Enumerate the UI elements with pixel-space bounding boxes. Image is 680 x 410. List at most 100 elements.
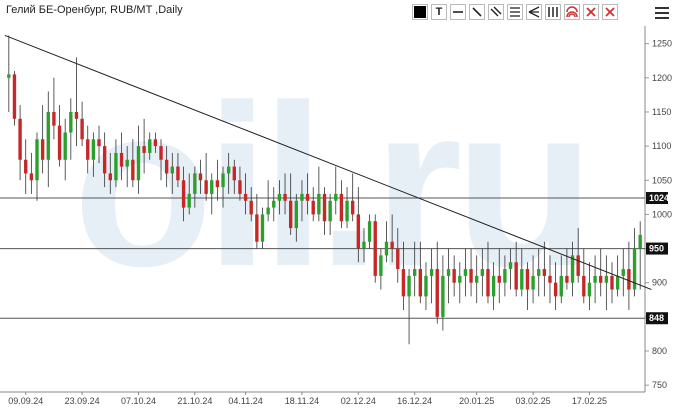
candle-up [317, 193, 321, 215]
candle-up [604, 275, 609, 283]
y-tick-label: 750 [652, 380, 667, 390]
candle-up [407, 275, 411, 297]
candle-up [226, 166, 231, 174]
candle-down [204, 180, 208, 194]
candle-down [238, 180, 242, 194]
candle-up [570, 255, 575, 283]
candle-up [187, 193, 191, 208]
candle-down [102, 146, 107, 174]
diagonal-line-icon [471, 6, 483, 18]
candle-up [587, 282, 592, 297]
candle-down [435, 269, 439, 317]
candle-down [142, 146, 146, 153]
x-tick-label: 23.09.24 [65, 396, 100, 406]
candle-down [390, 241, 394, 249]
black-square-icon [414, 6, 426, 18]
candle-down [215, 180, 220, 188]
level-label: 950 [649, 244, 664, 254]
candle-up [367, 221, 372, 242]
y-tick-label: 900 [652, 278, 667, 288]
candle-down [339, 193, 344, 222]
candle-down [350, 200, 355, 215]
candle-down [283, 193, 287, 201]
candle-up [260, 214, 265, 242]
candle-down [576, 255, 580, 276]
text-tool[interactable]: T [431, 4, 447, 20]
x-tick-label: 02.12.24 [341, 396, 376, 406]
candle-down [40, 139, 45, 160]
candle-up [537, 269, 541, 276]
fan-tool[interactable] [526, 4, 542, 20]
candle-down [610, 275, 614, 290]
y-tick-label: 1200 [652, 73, 672, 83]
candle-up [424, 275, 428, 297]
candle-down [86, 139, 90, 160]
candle-up [328, 200, 332, 222]
candle-down [249, 200, 253, 215]
candle-up [638, 234, 642, 249]
candle-down [243, 193, 248, 201]
fib-levels-tool[interactable] [507, 4, 523, 20]
y-tick-label: 1050 [652, 175, 672, 185]
color-fill-tool[interactable] [412, 4, 428, 20]
candle-up [463, 269, 468, 276]
candle-down [181, 180, 186, 208]
y-tick-label: 1000 [652, 209, 672, 219]
y-tick-label: 1250 [652, 39, 672, 49]
candle-down [97, 139, 101, 147]
x-tick-label: 18.11.24 [285, 396, 319, 406]
drawing-toolbar: T [412, 4, 618, 20]
candle-up [272, 200, 276, 208]
candle-down [599, 275, 603, 283]
delete-all-tool[interactable] [602, 4, 618, 20]
chart-title: Гелий БЕ-Оренбург, RUB/MT ,Daily [6, 4, 183, 16]
candle-up [458, 275, 462, 283]
candle-down [401, 269, 406, 297]
trend-line[interactable] [4, 34, 652, 291]
candle-down [542, 269, 547, 276]
arc-tool[interactable] [564, 4, 580, 20]
candle-up [210, 180, 214, 194]
candle-up [480, 269, 485, 276]
candle-down [12, 74, 17, 119]
vertical-lines-tool[interactable] [545, 4, 561, 20]
candle-up [7, 74, 11, 78]
channel-tool[interactable] [488, 4, 504, 20]
candle-down [356, 214, 361, 249]
candle-down [57, 125, 62, 160]
candle-down [159, 146, 163, 160]
candle-down [305, 193, 310, 201]
candle-up [193, 173, 197, 194]
candle-up [294, 200, 299, 229]
x-tick-label: 17.02.25 [572, 396, 607, 406]
candle-up [615, 275, 620, 290]
candle-down [80, 118, 84, 140]
candle-up [632, 248, 637, 290]
candle-up [621, 269, 625, 276]
parallel-lines-icon [490, 6, 502, 18]
level-badge [646, 242, 668, 255]
candle-up [413, 269, 417, 276]
delete-tool[interactable] [583, 4, 599, 20]
candle-up [345, 200, 349, 222]
horizontal-line-tool[interactable] [450, 4, 466, 20]
candle-down [176, 166, 180, 181]
candle-down [24, 159, 28, 174]
candle-up [475, 275, 479, 283]
level-label: 848 [649, 313, 664, 323]
candle-up [379, 255, 383, 276]
trend-line-tool[interactable] [469, 4, 485, 20]
hamburger-menu-icon[interactable] [655, 6, 669, 24]
candle-down [553, 282, 558, 297]
candle-down [525, 269, 530, 290]
candle-up [531, 275, 535, 290]
vertical-lines-icon [547, 6, 559, 18]
x-tick-label: 07.10.24 [121, 396, 156, 406]
candle-down [469, 269, 473, 283]
candle-up [69, 111, 73, 133]
candle-down [497, 275, 501, 283]
level-badge [646, 192, 668, 205]
candle-down [232, 166, 236, 181]
x-tick-label: 09.09.24 [8, 396, 43, 406]
